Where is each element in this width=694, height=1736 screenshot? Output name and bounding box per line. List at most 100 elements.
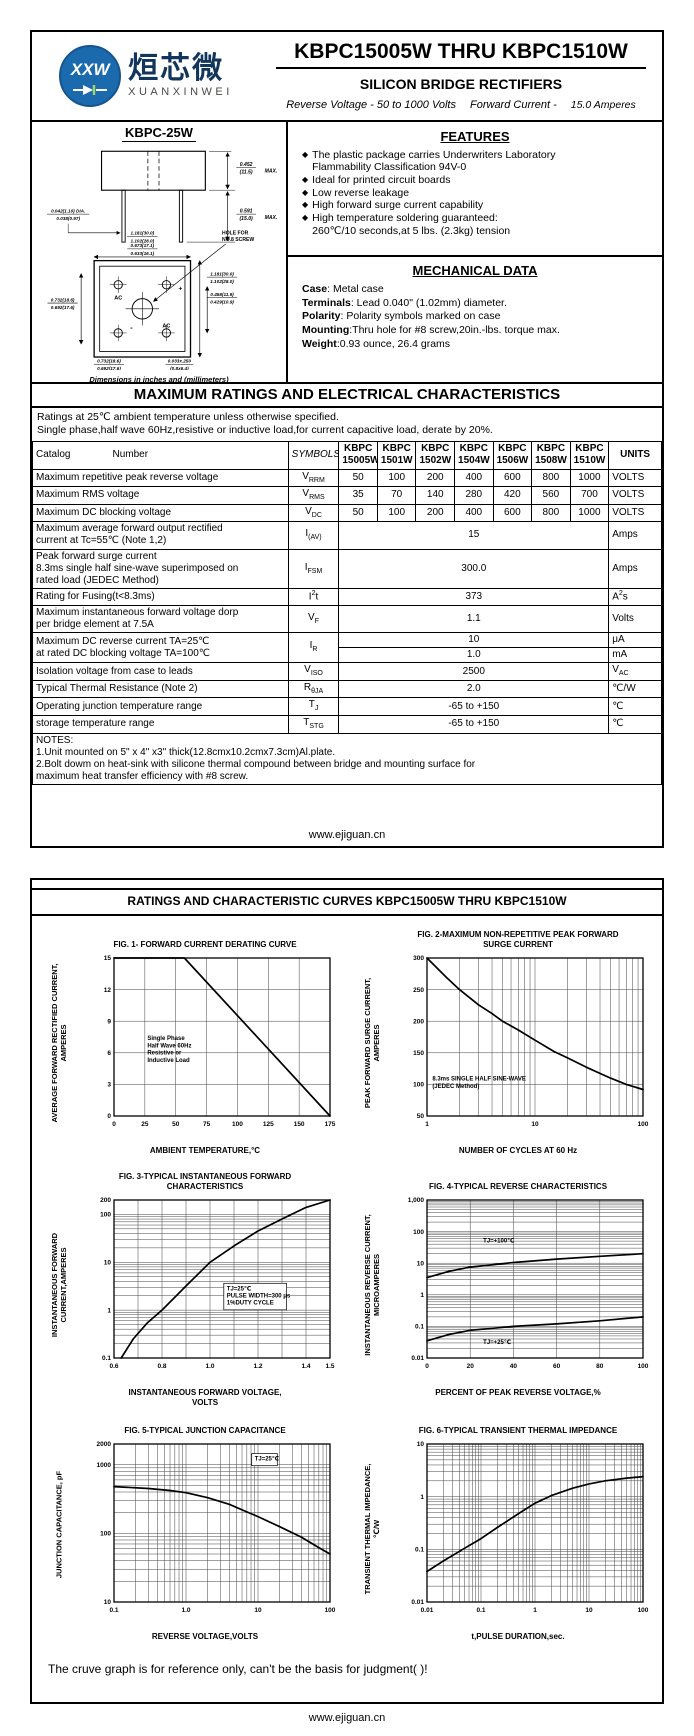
svg-text:AC: AC xyxy=(162,323,170,329)
svg-text:100: 100 xyxy=(232,1121,243,1128)
svg-text:0.038(0.97): 0.038(0.97) xyxy=(56,216,80,221)
figure-fig6: FIG. 6-TYPICAL TRANSIENT THERMAL IMPEDAN… xyxy=(347,1416,659,1650)
svg-text:0.1: 0.1 xyxy=(102,1355,111,1362)
y-axis-label: JUNCTION CAPACITANCE, pF xyxy=(54,1470,64,1579)
svg-text:0.673(17.1): 0.673(17.1) xyxy=(130,243,154,248)
mechanical-row: Polarity: Polarity symbols marked on cas… xyxy=(302,310,501,323)
curves-banner: RATINGS AND CHARACTERISTIC CURVES KBPC15… xyxy=(32,888,662,916)
svg-text:(0.8x6.4): (0.8x6.4) xyxy=(170,366,189,370)
svg-text:0.732(18.6): 0.732(18.6) xyxy=(97,359,121,364)
website-url-bottom: www.ejiguan.cn xyxy=(308,1712,386,1724)
symbol-cell: VF xyxy=(287,604,340,634)
svg-text:0.8: 0.8 xyxy=(157,1363,166,1370)
svg-text:250: 250 xyxy=(413,987,424,994)
svg-text:0.6: 0.6 xyxy=(109,1363,118,1370)
svg-text:1.102(28.0): 1.102(28.0) xyxy=(210,279,234,284)
symbol-cell: VRMS xyxy=(287,486,340,505)
value-cell: 700 xyxy=(569,486,610,505)
table-header-row: Catalog Number SYMBOLS KBPC 15005W KBPC 1501W K… xyxy=(32,441,662,470)
svg-text:0.01: 0.01 xyxy=(421,1607,434,1614)
package-drawing-section: KBPC-25W 0.452 (11.5) MAX. 0.591 (15.0) MAX. 0… xyxy=(32,122,286,384)
value-cell: 2500 xyxy=(338,662,610,681)
svg-text:15: 15 xyxy=(104,955,112,962)
table-row: Operating junction temperature range TJ -6… xyxy=(32,697,662,717)
svg-text:1000: 1000 xyxy=(97,1462,112,1469)
unit-cell: Volts xyxy=(608,604,662,634)
value-cell: -65 to +150 xyxy=(338,715,610,734)
value-cell: 100 xyxy=(376,468,417,488)
features-list: ◆ The plastic package carries Underwriter… xyxy=(302,149,648,237)
x-axis-label: AMBIENT TEMPERATURE,°C xyxy=(149,1146,261,1155)
chart-plot-area: 0 25 50 75 100 125 150 175 0 3 6 9 12 15 Single PhaseH… xyxy=(104,955,336,1128)
mechanical-row: Case: Metal case xyxy=(302,283,384,295)
ratings-note-1: Ratings at 25℃ ambient temperature unles… xyxy=(37,411,339,423)
figure-title: FIG. 4-TYPICAL REVERSE CHARACTERISTICS xyxy=(428,1182,608,1191)
x-axis-label: NUMBER OF CYCLES AT 60 Hz xyxy=(458,1146,578,1155)
svg-text:100: 100 xyxy=(638,1607,649,1614)
svg-text:+: + xyxy=(178,285,182,292)
svg-text:125: 125 xyxy=(263,1121,274,1128)
diamond-bullet-icon: ◆ xyxy=(302,174,309,184)
symbol-cell: I2t xyxy=(287,588,340,606)
device-column-header: KBPC 1502W xyxy=(415,441,456,470)
mechanical-data-section: MECHANICAL DATA Case: Metal case Terminal… xyxy=(288,257,662,382)
header: XXW 烜芯微 XUANXINWEI KBPC15005W THRU KBPC1… xyxy=(32,32,662,122)
svg-text:AC: AC xyxy=(114,296,122,302)
svg-text:10: 10 xyxy=(104,1599,112,1606)
svg-text:75: 75 xyxy=(203,1121,211,1128)
svg-text:1.2: 1.2 xyxy=(253,1363,262,1370)
feature-item: ◆ Low reverse leakage xyxy=(302,186,410,199)
param-cell: Operating junction temperature range xyxy=(32,697,289,717)
value-cell: 140 xyxy=(415,486,456,505)
figure-title: FIG. 1- FORWARD CURRENT DERATING CURVE xyxy=(113,940,297,949)
value-cell: 800 xyxy=(531,503,571,523)
symbol-cell: I(AV) xyxy=(287,521,340,550)
svg-text:0.1: 0.1 xyxy=(109,1607,118,1614)
device-column-header: KBPC 15005W xyxy=(338,441,378,470)
symbol-cell: IR xyxy=(287,632,340,664)
value-cell: 600 xyxy=(492,503,533,523)
units-header: UNITS xyxy=(608,441,662,470)
chart-plot-area: 0 20 40 60 80 100 0.01 0.1 1 10 100 1,000 TJ=+100℃ TJ… xyxy=(408,1197,649,1370)
table-row: 1.0 mA xyxy=(33,647,662,664)
value-cell: 373 xyxy=(338,588,610,606)
param-cell: storage temperature range xyxy=(32,715,289,734)
voltage-current-tagline: Reverse Voltage - 50 to 1000 Volts Forwa… xyxy=(286,99,636,111)
table-row: Maximum instantaneous forward voltage do… xyxy=(32,604,662,634)
svg-text:0.042(1.10) DIA.: 0.042(1.10) DIA. xyxy=(51,208,85,213)
value-cell: 15 xyxy=(338,521,610,550)
svg-text:200: 200 xyxy=(100,1197,111,1204)
svg-text:(11.5): (11.5) xyxy=(240,170,253,176)
symbol-cell: VRRM xyxy=(287,468,340,488)
brand-name-english: XUANXINWEI xyxy=(128,86,233,98)
notes-row: NOTES: 1.Unit mounted on 5" x 4" x3" thic… xyxy=(32,732,662,786)
figure-title: FIG. 6-TYPICAL TRANSIENT THERMAL IMPEDAN… xyxy=(418,1426,618,1435)
unit-cell: VOLTS xyxy=(608,468,662,488)
unit-cell: ℃ xyxy=(608,697,662,717)
x-axis-label: REVERSE VOLTAGE,VOLTS xyxy=(151,1632,259,1641)
svg-text:1: 1 xyxy=(425,1121,429,1128)
svg-text:0: 0 xyxy=(425,1363,429,1370)
svg-text:0.692(17.6): 0.692(17.6) xyxy=(51,305,75,310)
table-row: Maximum repetitive peak reverse voltage V… xyxy=(32,468,662,488)
svg-text:50: 50 xyxy=(417,1113,425,1120)
chart-plot-area: 0.01 0.1 1 10 100 0.01 0.1 1 10 xyxy=(411,1441,649,1614)
svg-text:1.0: 1.0 xyxy=(205,1363,214,1370)
forward-current-label: Forward Current - xyxy=(470,99,557,111)
ratings-note-2: Single phase,half wave 60Hz,resistive or… xyxy=(37,424,493,437)
svg-text:HOLE FOR: HOLE FOR xyxy=(222,231,249,237)
symbol-cell: RθJA xyxy=(287,679,340,699)
param-cell: Maximum instantaneous forward voltage do… xyxy=(32,604,289,634)
features-heading: FEATURES xyxy=(440,129,510,144)
y-axis-label: PEAK FORWARD SURGE CURRENT, AMPERES xyxy=(363,977,381,1109)
forward-current-value: 15.0 Amperes xyxy=(570,99,636,111)
symbol-cell: IFSM xyxy=(287,548,340,590)
value-cell: 1000 xyxy=(569,468,610,488)
svg-text:1: 1 xyxy=(420,1292,424,1299)
svg-text:10: 10 xyxy=(585,1607,593,1614)
features-section: FEATURES ◆ The plastic package carries Un… xyxy=(288,122,662,257)
diode-symbol-icon xyxy=(73,85,108,95)
device-column-header: KBPC 1510W xyxy=(569,441,610,470)
svg-text:Resistive or: Resistive or xyxy=(147,1051,182,1057)
svg-text:Single Phase: Single Phase xyxy=(147,1036,185,1042)
